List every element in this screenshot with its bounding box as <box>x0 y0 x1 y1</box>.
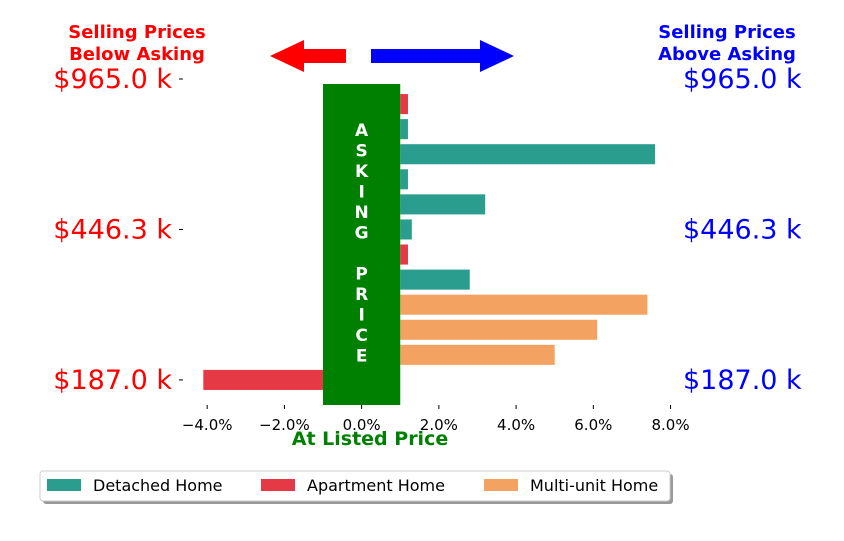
y-left-tick-label-1: $446.3 k <box>53 214 172 245</box>
y-axis-right: $187.0 k $446.3 k $965.0 k <box>683 64 802 396</box>
bar-multiunit-3 <box>400 294 648 315</box>
asking-letter-7: P <box>355 265 367 285</box>
asking-letter-3: I <box>358 183 364 203</box>
y-right-tick-label-0: $187.0 k <box>683 365 802 396</box>
right-arrow-icon <box>371 40 514 72</box>
x-tick-label-3: 2.0% <box>420 416 458 434</box>
left-title-line2: Below Asking <box>69 44 205 65</box>
y-axis-left: $187.0 k $446.3 k $965.0 k <box>53 64 183 396</box>
x-tick-label-0: −4.0% <box>182 416 233 434</box>
bar-apartment-0 <box>203 369 324 390</box>
legend-box <box>39 470 671 502</box>
asking-letter-5: G <box>355 224 369 244</box>
bar-detached-7 <box>400 194 486 215</box>
right-title-line1: Selling Prices <box>658 22 795 43</box>
legend: Detached Home Apartment Home Multi-unit Ho… <box>39 470 673 504</box>
asking-letter-4: N <box>355 203 369 223</box>
legend-label-detached: Detached Home <box>93 476 223 495</box>
asking-letter-2: K <box>355 162 369 182</box>
bars-group <box>203 94 656 390</box>
y-left-tick-label-0: $187.0 k <box>53 365 172 396</box>
bar-multiunit-1 <box>400 344 555 365</box>
left-arrow-icon <box>270 40 346 72</box>
chart-headers: Selling Prices Below Asking Selling Pric… <box>68 22 796 72</box>
legend-swatch-detached <box>47 479 81 491</box>
bar-apartment-5 <box>400 244 408 265</box>
asking-letter-9: I <box>358 306 364 326</box>
y-left-tick-label-2: $965.0 k <box>53 64 172 95</box>
x-tick-label-2: 0.0% <box>343 416 381 434</box>
left-title-line1: Selling Prices <box>68 22 205 43</box>
asking-letter-11: E <box>356 347 368 367</box>
asking-letter-10: C <box>355 326 367 346</box>
asking-banner-rect <box>323 84 401 405</box>
asking-letter-1: S <box>356 142 368 162</box>
bar-detached-9 <box>400 144 656 165</box>
x-axis-title: At Listed Price <box>292 428 448 450</box>
bar-detached-10 <box>400 119 408 140</box>
x-tick-label-5: 6.0% <box>574 416 612 434</box>
asking-letter-0: A <box>355 121 369 141</box>
legend-swatch-multiunit <box>484 479 518 491</box>
bar-apartment-11 <box>400 94 408 115</box>
right-title-line2: Above Asking <box>658 44 796 65</box>
bar-multiunit-2 <box>400 319 598 340</box>
legend-label-multiunit: Multi-unit Home <box>530 476 658 495</box>
x-axis: −4.0% −2.0% 0.0% 2.0% 4.0% 6.0% 8.0% <box>182 405 690 434</box>
asking-letter-8: R <box>355 285 368 305</box>
y-right-tick-label-2: $965.0 k <box>683 64 802 95</box>
x-tick-label-6: 8.0% <box>651 416 689 434</box>
legend-label-apartment: Apartment Home <box>307 476 445 495</box>
legend-swatch-apartment <box>261 479 295 491</box>
bar-detached-6 <box>400 219 412 240</box>
bar-detached-4 <box>400 269 470 290</box>
x-tick-label-4: 4.0% <box>497 416 535 434</box>
bar-detached-8 <box>400 169 408 190</box>
x-tick-label-1: −2.0% <box>259 416 310 434</box>
y-right-tick-label-1: $446.3 k <box>683 214 802 245</box>
